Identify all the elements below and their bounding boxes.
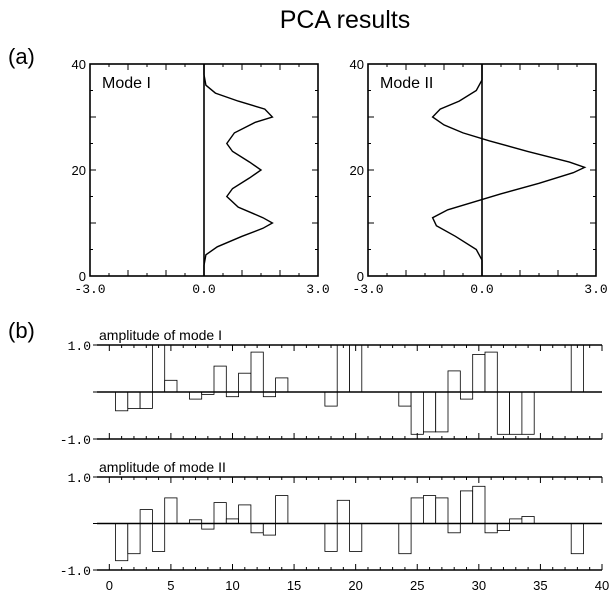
amp-mode-ii-bar [447,523,461,534]
amp-mode-i-bar [324,391,338,407]
amp-mode-i-bar [570,344,584,393]
mode-ii-x-tick-label: 0.0 [470,282,493,297]
mode-ii-y-tick-label: 20 [350,163,364,178]
amp-mode-i-bar [422,391,437,433]
amp-mode-ii-bar [139,509,153,524]
amp-mode-i-bar [472,353,486,393]
amp-mode-ii-bar [151,523,166,552]
amp-mode-ii-x-tick-label: 40 [595,578,609,593]
amp-mode-i-bar [484,351,498,393]
amp-mode-ii-bar [459,490,474,524]
amp-mode-ii-x-tick-label: 25 [410,578,424,593]
panel-label-a: (a) [8,44,35,69]
amp-mode-ii-x-tick-label: 15 [287,578,301,593]
mode-i-amplitude-panel: amplitude of mode I 1.0 -1.0 [60,327,603,448]
mode-ii-x-tick-label: 3.0 [584,282,607,297]
mode-i-x-tick-label: -3.0 [74,282,105,297]
amp-mode-ii-bar [238,504,252,524]
mode-ii-y-tick-label: 0 [357,269,364,284]
amp-mode-i-bar [521,391,535,435]
amp-mode-ii-bar [422,495,437,524]
amp-mode-i-bar [459,391,474,400]
amp-mode-i-y-tick-label: 1.0 [68,339,91,354]
amp-mode-ii-bar [164,497,178,524]
mode-ii-profile-panel: -3.0 0.0 3.0 0 20 40 Mode II [350,57,608,297]
amp-mode-i-bar [151,344,166,393]
amp-mode-i-bar [275,377,289,393]
amp-mode-ii-x-tick-label: 5 [167,578,174,593]
amp-mode-i-bar [115,391,129,412]
amp-mode-ii-bar [570,523,584,555]
amp-mode-i-bar [496,391,510,435]
mode-ii-label: Mode II [380,75,433,92]
amp-mode-i-bar [410,391,424,435]
amp-mode-i-bar [435,391,449,433]
amp-mode-ii-x-tick-label: 20 [348,578,362,593]
amp-mode-ii-x-tick-label: 35 [533,578,547,593]
mode-i-x-tick-label: 0.0 [192,282,215,297]
amp-mode-ii-x-tick-label: 0 [106,578,113,593]
amp-mode-ii-bar [398,523,412,555]
amp-mode-i-bar [238,372,252,393]
amp-mode-ii-bar [484,523,498,534]
amp-mode-ii-bar [410,497,424,524]
panel-label-b: (b) [8,318,35,343]
amp-mode-ii-bar [472,485,486,524]
amp-mode-i-label: amplitude of mode I [99,327,222,343]
amp-mode-ii-x-tick-label: 30 [472,578,486,593]
amp-mode-ii-bar [521,516,535,524]
amp-mode-i-bar [127,391,141,409]
mode-i-y-tick-label: 0 [79,269,86,284]
amp-mode-i-bar [213,365,227,393]
mode-i-x-tick-label: 3.0 [306,282,329,297]
amp-mode-ii-bar [275,495,289,524]
amp-mode-ii-bar [201,523,215,530]
mode-i-y-tick-label: 20 [72,163,86,178]
amp-mode-ii-x-tick-label: 10 [225,578,239,593]
amp-mode-ii-bar [127,523,141,555]
amp-mode-i-bar [250,351,264,393]
amp-mode-i-bar [139,391,153,409]
amp-mode-ii-bar [349,523,363,552]
mode-ii-x-tick-label: -3.0 [352,282,383,297]
amp-mode-i-bar [447,370,461,393]
amp-mode-ii-y-tick-label: 1.0 [68,471,91,486]
figure-title: PCA results [280,6,411,34]
amp-mode-i-bar [188,391,203,400]
amp-mode-ii-bar [324,523,338,552]
mode-i-y-tick-label: 40 [72,57,86,72]
amp-mode-ii-bar [336,499,350,524]
mode-i-profile-curve [203,64,274,276]
mode-i-profile-panel: -3.0 0.0 3.0 0 20 40 Mode I [72,57,330,297]
amp-mode-i-bar [349,344,363,393]
mode-ii-amplitude-panel: amplitude of mode II 1.0 -1.0 0 5 10 15 20 25 30 3… [60,459,609,593]
mode-ii-profile-curve [431,64,587,276]
amp-mode-ii-bar [115,523,129,562]
amp-mode-ii-bar [496,523,510,531]
amp-mode-i-bar [398,391,412,407]
amp-mode-ii-bar [250,523,264,534]
amp-mode-ii-bar [435,497,449,524]
amp-mode-i-y-tick-label: -1.0 [60,433,91,448]
amp-mode-i-bar [509,391,523,435]
mode-ii-y-tick-label: 40 [350,57,364,72]
amp-mode-ii-bar [213,502,227,524]
amp-mode-ii-label: amplitude of mode II [99,459,226,475]
mode-i-label: Mode I [102,75,151,92]
amp-mode-ii-y-tick-label: -1.0 [60,564,91,579]
amp-mode-i-bar [164,379,178,393]
amp-mode-ii-bar [262,523,276,536]
amp-mode-i-bar [336,344,350,393]
